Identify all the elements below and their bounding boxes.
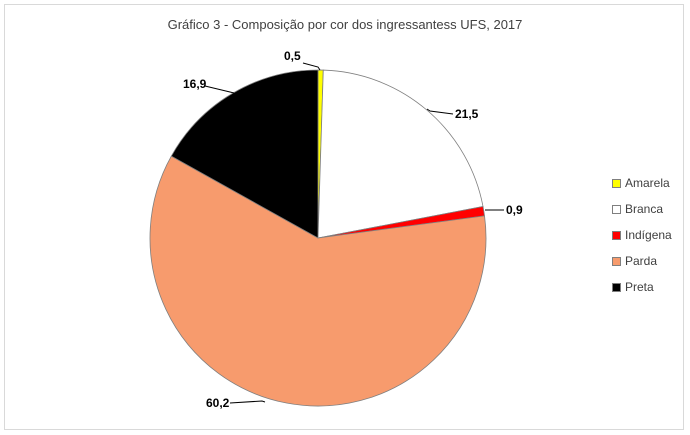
legend-item-indigena: Indígena (612, 222, 672, 248)
legend-label-preta: Preta (625, 280, 654, 294)
legend-swatch-branca (612, 204, 621, 214)
legend-item-amarela: Amarela (612, 170, 672, 196)
leader-line-parda (229, 400, 266, 404)
data-label-parda: 60,2 (206, 396, 230, 410)
legend-item-branca: Branca (612, 196, 672, 222)
legend-swatch-parda (612, 256, 621, 266)
pie-slice-parda (149, 155, 487, 407)
legend: Amarela Branca Indígena Parda Preta (612, 170, 672, 300)
legend-swatch-amarela (612, 178, 621, 188)
data-label-amarela: 0,5 (284, 49, 301, 63)
leader-line-amarela (302, 62, 321, 71)
legend-label-amarela: Amarela (625, 176, 670, 190)
legend-item-preta: Preta (612, 274, 672, 300)
pie-slices (149, 69, 487, 407)
data-label-branca: 21,5 (455, 107, 479, 121)
pie-slice-branca (317, 69, 484, 239)
chart-title: Gráfico 3 - Composição por cor dos ingre… (167, 17, 523, 32)
legend-swatch-preta (612, 282, 621, 292)
data-label-preta: 16,9 (183, 77, 207, 91)
legend-swatch-indigena (612, 230, 621, 240)
legend-item-parda: Parda (612, 248, 672, 274)
data-labels: 0,5 21,5 0,9 60,2 16,9 (183, 49, 523, 410)
data-label-indigena: 0,9 (506, 203, 523, 217)
legend-label-branca: Branca (625, 202, 664, 216)
leader-line-branca (426, 108, 454, 115)
leader-line-preta (204, 85, 235, 94)
leader-lines (204, 62, 504, 404)
legend-label-parda: Parda (625, 254, 658, 268)
legend-label-indigena: Indígena (625, 228, 672, 242)
